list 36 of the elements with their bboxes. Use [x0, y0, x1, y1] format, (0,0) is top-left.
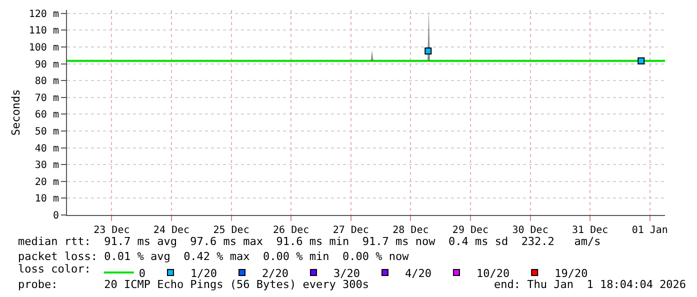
- legend-title: loss color:: [18, 262, 91, 276]
- legend-label: 19/20: [554, 266, 588, 280]
- x-tick-label: 28 Dec: [392, 225, 429, 236]
- legend-label: 2/20: [262, 266, 288, 280]
- y-tick-label: 90 m: [34, 59, 59, 70]
- x-tick-label: 27 Dec: [332, 225, 369, 236]
- legend-label: 3/20: [333, 266, 360, 280]
- x-tick-label: 31 Dec: [572, 225, 608, 236]
- y-tick-label: 10 m: [34, 194, 59, 205]
- legend-label: 0: [138, 266, 146, 280]
- y-tick-label: 70 m: [34, 92, 59, 104]
- x-tick-label: 24 Dec: [153, 225, 190, 236]
- y-tick-label: 20 m: [34, 176, 59, 188]
- legend-label: 1/20: [190, 266, 217, 280]
- y-tick-label: 50 m: [34, 126, 59, 138]
- x-tick-label: 01 Jan: [632, 225, 668, 236]
- y-tick-label: 80 m: [34, 76, 59, 88]
- legend-label: 4/20: [404, 266, 432, 280]
- y-tick-label: 110 m: [28, 26, 59, 37]
- y-tick-label: 100 m: [28, 42, 59, 54]
- x-tick-label: 26 Dec: [273, 225, 310, 236]
- y-tick-label: 40 m: [34, 143, 59, 154]
- legend-label: 10/20: [476, 266, 510, 280]
- y-axis-title: Seconds: [10, 89, 23, 136]
- x-tick-label: 25 Dec: [213, 225, 250, 236]
- text: packet loss: 0.01 % avg 0.42 % max 0.00 % min 0.00 % now: [18, 250, 410, 263]
- x-tick-label: 29 Dec: [452, 225, 489, 236]
- text: probe: 20 ICMP Echo Pings (56 Bytes) every 300s: [18, 278, 369, 291]
- y-tick-label: 30 m: [34, 160, 59, 172]
- y-tick-label: 0: [52, 210, 59, 222]
- y-tick-label: 120 m: [28, 8, 59, 20]
- x-tick-label: 23 Dec: [94, 225, 130, 236]
- x-tick-label: 30 Dec: [512, 225, 548, 236]
- text: median rtt: 91.7 ms avg 97.6 ms max 91.6 ms min 91.7 ms now 0.4 ms sd 232.2 am/s: [18, 235, 601, 248]
- text: end: Thu Jan 1 18:04:04 2026: [494, 278, 686, 291]
- y-tick-label: 60 m: [34, 110, 59, 121]
